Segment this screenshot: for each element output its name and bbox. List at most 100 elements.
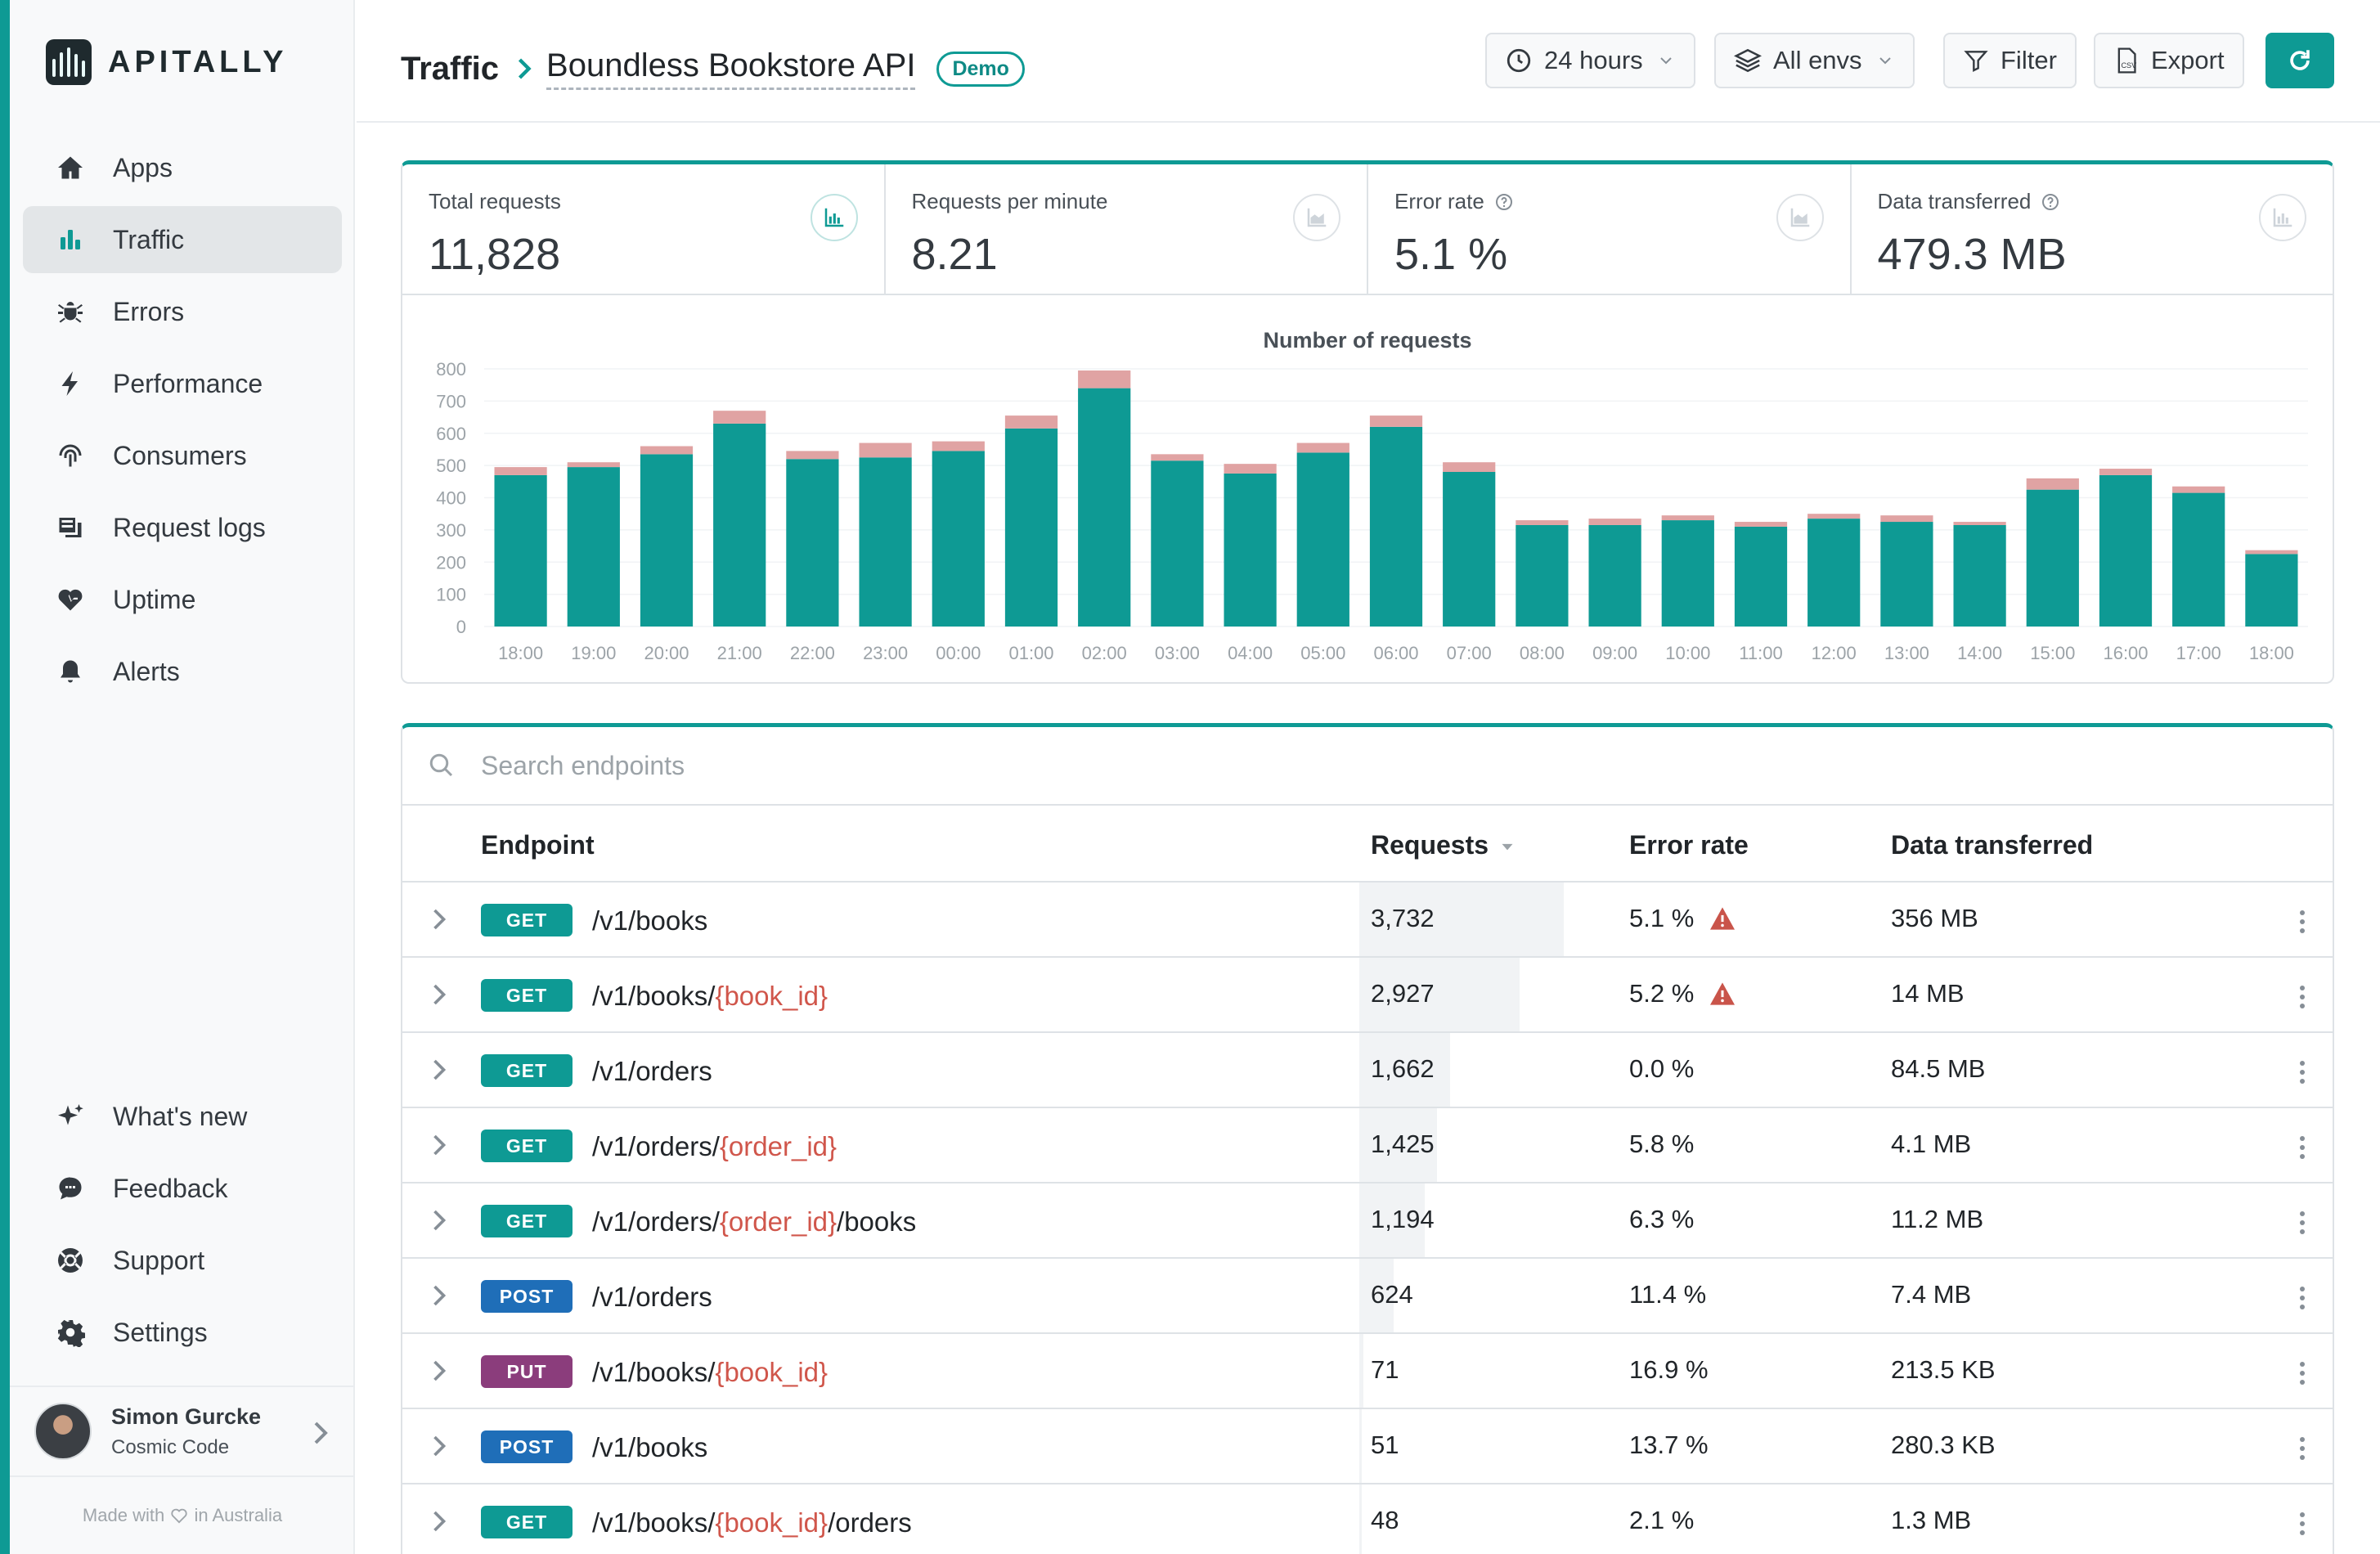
bar-chart-toggle-icon[interactable] <box>810 194 858 241</box>
path-segment: /v1/books/ <box>592 1357 716 1387</box>
chevron-right-icon <box>314 1422 328 1444</box>
demo-badge: Demo <box>936 51 1025 87</box>
requests-bar-chart: 0 100 200 300 400 500 600 700 800 18:00 19:00 20:00… <box>436 359 2308 663</box>
help-icon[interactable] <box>1494 192 1514 212</box>
row-menu-icon[interactable] <box>2300 1287 2305 1309</box>
export-button[interactable]: CSV Export <box>2094 33 2244 88</box>
requests-value: 48 <box>1371 1506 1399 1534</box>
table-row[interactable]: GET/v1/books/{book_id}/orders 48 2.1 % 1.3 … <box>402 1484 2333 1554</box>
refresh-button[interactable] <box>2265 33 2334 88</box>
sidebar-item-label: Feedback <box>113 1173 228 1203</box>
data-transferred-value: 280.3 KB <box>1891 1430 1996 1459</box>
requests-share-bar <box>1359 1334 1363 1408</box>
sidebar-item-performance[interactable]: Performance <box>23 350 342 417</box>
error-rate-text: 11.4 % <box>1629 1280 1707 1309</box>
chevron-right-icon[interactable] <box>430 1509 448 1534</box>
table-row[interactable]: GET/v1/books 3,732 5.1 % 356 MB <box>402 883 2333 958</box>
row-menu-icon[interactable] <box>2300 1061 2305 1084</box>
chevron-right-icon[interactable] <box>430 1283 448 1308</box>
row-menu-icon[interactable] <box>2300 910 2305 933</box>
bar-success <box>1369 426 1423 627</box>
sidebar-item-traffic[interactable]: Traffic <box>23 206 342 273</box>
row-menu-icon[interactable] <box>2300 1362 2305 1385</box>
logo-mark-icon <box>46 39 92 85</box>
period-select[interactable]: 24 hours <box>1485 33 1695 88</box>
x-tick-label: 11:00 <box>1739 643 1782 663</box>
table-row[interactable]: POST/v1/books 51 13.7 % 280.3 KB <box>402 1409 2333 1484</box>
bar-chart-toggle-icon[interactable] <box>2259 194 2306 241</box>
stat-data-transferred: Data transferred 479.3 MB <box>1852 164 2333 294</box>
x-tick-label: 03:00 <box>1155 643 1200 663</box>
stat-label: Requests per minute <box>911 189 1108 213</box>
column-data-transferred[interactable]: Data transferred <box>1891 830 2093 860</box>
search-input[interactable] <box>481 750 1789 781</box>
chevron-right-icon[interactable] <box>430 907 448 932</box>
column-error-rate[interactable]: Error rate <box>1629 830 1749 860</box>
endpoints-table-card: Endpoint Requests Error rate Data transf… <box>401 723 2334 1554</box>
table-row[interactable]: GET/v1/orders/{order_id} 1,425 5.8 % 4.1 MB <box>402 1108 2333 1183</box>
data-transferred-value: 84.5 MB <box>1891 1054 1986 1083</box>
path-param: {order_id} <box>719 1206 837 1237</box>
column-requests[interactable]: Requests <box>1371 830 1518 860</box>
lifebuoy-icon <box>54 1244 87 1277</box>
sidebar-item-uptime[interactable]: Uptime <box>23 566 342 633</box>
chevron-down-icon <box>1659 57 1672 65</box>
filter-button[interactable]: Filter <box>1943 33 2077 88</box>
bar-success <box>640 454 694 627</box>
chevron-right-icon[interactable] <box>430 1359 448 1383</box>
fingerprint-icon <box>54 439 87 472</box>
chat-icon <box>54 1172 87 1205</box>
data-transferred-value: 356 MB <box>1891 904 1978 932</box>
sidebar-item-apps[interactable]: Apps <box>23 134 342 201</box>
filter-icon <box>1964 51 1988 72</box>
requests-value: 2,927 <box>1371 979 1435 1008</box>
breadcrumb-traffic[interactable]: Traffic <box>401 50 500 87</box>
app-selector[interactable]: Boundless Bookstore API <box>546 47 916 90</box>
sidebar-item-feedback[interactable]: Feedback <box>23 1155 342 1222</box>
area-chart-toggle-icon[interactable] <box>1293 194 1340 241</box>
chevron-right-icon[interactable] <box>430 1434 448 1458</box>
app-logo[interactable]: APITALLY <box>46 38 287 87</box>
column-endpoint[interactable]: Endpoint <box>481 830 595 860</box>
method-badge: GET <box>481 1054 573 1087</box>
stat-label: Total requests <box>429 189 561 213</box>
user-menu[interactable]: Simon Gurcke Cosmic Code <box>10 1386 355 1477</box>
sidebar-item-support[interactable]: Support <box>23 1227 342 1294</box>
row-menu-icon[interactable] <box>2300 1512 2305 1535</box>
period-label: 24 hours <box>1544 46 1643 74</box>
sidebar-item-whats-new[interactable]: What's new <box>23 1083 342 1150</box>
row-menu-icon[interactable] <box>2300 1211 2305 1234</box>
sidebar-item-request-logs[interactable]: Request logs <box>23 494 342 561</box>
table-row[interactable]: GET/v1/books/{book_id} 2,927 5.2 % 14 MB <box>402 958 2333 1033</box>
chevron-right-icon[interactable] <box>430 982 448 1007</box>
x-tick-label: 05:00 <box>1300 643 1345 663</box>
sidebar-item-label: Alerts <box>113 656 180 686</box>
help-icon[interactable] <box>2041 192 2060 212</box>
bar-success <box>1734 526 1788 627</box>
bar-success <box>786 459 839 627</box>
sidebar-accent-strip <box>0 0 10 1554</box>
row-menu-icon[interactable] <box>2300 1437 2305 1460</box>
chevron-right-icon[interactable] <box>430 1133 448 1157</box>
sidebar: APITALLY Apps Traffic Errors Performance… <box>10 0 355 1554</box>
sidebar-item-settings[interactable]: Settings <box>23 1299 342 1366</box>
env-select[interactable]: All envs <box>1714 33 1915 88</box>
table-row[interactable]: POST/v1/orders 624 11.4 % 7.4 MB <box>402 1259 2333 1334</box>
chevron-right-icon[interactable] <box>430 1208 448 1233</box>
sidebar-item-alerts[interactable]: Alerts <box>23 638 342 705</box>
row-menu-icon[interactable] <box>2300 1136 2305 1159</box>
area-chart-toggle-icon[interactable] <box>1776 194 1824 241</box>
table-row[interactable]: GET/v1/orders 1,662 0.0 % 84.5 MB <box>402 1033 2333 1108</box>
table-row[interactable]: PUT/v1/books/{book_id} 71 16.9 % 213.5 KB <box>402 1334 2333 1409</box>
table-row[interactable]: GET/v1/orders/{order_id}/books 1,194 6.3 %… <box>402 1183 2333 1259</box>
sidebar-item-consumers[interactable]: Consumers <box>23 422 342 489</box>
y-tick-label: 300 <box>436 520 466 541</box>
path-param: {book_id} <box>715 1357 829 1387</box>
chevron-right-icon[interactable] <box>430 1058 448 1082</box>
row-menu-icon[interactable] <box>2300 986 2305 1008</box>
bar-success <box>2026 489 2079 627</box>
sidebar-item-errors[interactable]: Errors <box>23 278 342 345</box>
stats-row: Total requests 11,828 Requests per minut… <box>402 164 2333 295</box>
endpoint-path: /v1/orders <box>592 1282 712 1313</box>
error-rate-value: 2.1 % <box>1629 1506 1694 1535</box>
